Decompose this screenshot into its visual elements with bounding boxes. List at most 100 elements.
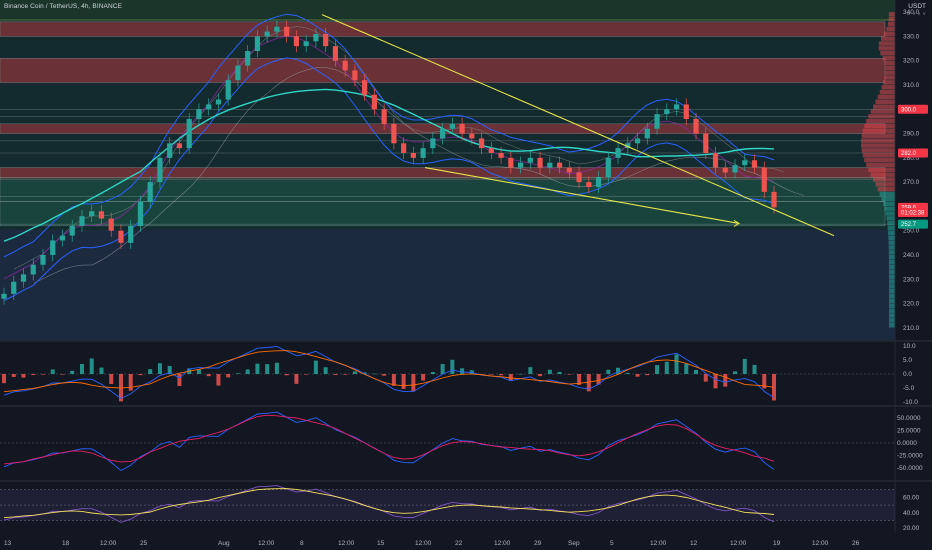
x-tick-label: 12:00 <box>258 540 275 547</box>
volume-profile-bar <box>861 143 895 148</box>
macd-histogram-bar <box>538 374 543 377</box>
macd-histogram-bar <box>655 365 660 374</box>
macd-histogram-bar <box>274 362 279 374</box>
volume-profile-bar <box>862 128 895 134</box>
volume-profile-bar <box>873 104 895 109</box>
macd-histogram-bar <box>167 366 172 374</box>
candle-body <box>50 240 56 255</box>
volume-profile-bar <box>888 230 895 236</box>
candle-body <box>186 119 192 149</box>
y-tick-label: 290.0 <box>903 131 920 138</box>
candle-body <box>206 104 212 110</box>
currency-label: USDT <box>908 3 926 10</box>
macd-tick-label: 5.0 <box>903 357 912 364</box>
macd-line <box>3 346 775 400</box>
candle-body <box>566 167 572 173</box>
macd-histogram-bar <box>245 369 250 374</box>
macd-histogram-bar <box>752 364 757 374</box>
volume-profile-bar <box>875 99 895 105</box>
macd-histogram-bar <box>391 374 396 386</box>
y-tick-label: 310.0 <box>903 82 920 89</box>
macd-histogram-bar <box>596 374 601 385</box>
demand-zone <box>0 177 886 202</box>
volume-profile-bar <box>880 36 895 41</box>
candle-body <box>352 70 358 81</box>
volume-profile-bar <box>882 55 895 61</box>
volume-profile-bar <box>861 148 895 153</box>
candle-body <box>108 218 114 231</box>
volume-profile-bar <box>888 274 895 279</box>
candle-body <box>196 109 202 119</box>
macd-histogram-bar <box>557 371 562 374</box>
candle-body <box>147 182 153 202</box>
symbol-title[interactable]: Binance Coin / TetherUS, 4h, BINANCE <box>4 3 123 10</box>
x-tick-label: 12:00 <box>415 540 432 547</box>
macd-histogram-bar <box>606 369 611 374</box>
x-tick-label: 13 <box>4 540 12 547</box>
volume-profile-bar <box>888 284 895 289</box>
price-badge-label: 252.7 <box>901 222 917 228</box>
x-tick-label: 22 <box>455 540 463 547</box>
candle-body <box>225 80 231 100</box>
x-tick-label: 12:00 <box>338 540 355 547</box>
candle-body <box>30 264 36 275</box>
macd-histogram-bar <box>586 374 591 392</box>
candle-body <box>20 274 27 282</box>
ichimoku-span <box>33 67 805 284</box>
price-badge <box>898 148 928 158</box>
candle-body <box>693 119 699 134</box>
macd-histogram-bar <box>694 369 699 374</box>
candle-body <box>11 281 17 294</box>
candle-body <box>235 65 241 81</box>
axis-settings[interactable]: ⚙ ∨ ∧ ∨ <box>906 11 926 17</box>
macd-histogram-bar <box>157 363 162 374</box>
macd-histogram-bar <box>762 374 767 389</box>
macd-histogram-bar <box>196 369 201 374</box>
candle-body <box>303 41 309 47</box>
x-tick-label: Sep <box>568 540 580 547</box>
volume-profile-bar <box>877 187 895 192</box>
x-tick-label: 5 <box>610 540 614 547</box>
price-badge-label: 01:02:38 <box>901 211 925 217</box>
volume-profile-bar <box>873 177 895 182</box>
candle-body <box>644 128 650 139</box>
volume-profile-bar <box>861 133 895 139</box>
volume-profile-bar <box>888 264 895 270</box>
trend-line <box>321 14 835 237</box>
candle-body <box>547 162 553 168</box>
candle-body <box>722 167 728 173</box>
candle-body <box>664 109 670 115</box>
macd-histogram-bar <box>382 374 387 376</box>
x-tick-label: 12 <box>690 540 698 547</box>
candle-body <box>440 128 446 139</box>
macd-histogram-bar <box>226 374 231 378</box>
candle-body <box>508 157 514 168</box>
volume-profile-bar <box>888 318 895 323</box>
volume-profile-bar <box>888 250 895 255</box>
volume-profile-bar <box>861 138 895 143</box>
osc-line-a <box>3 411 775 472</box>
macd-histogram-bar <box>508 374 513 381</box>
candle-body <box>137 201 144 226</box>
macd-histogram-bar <box>148 369 153 374</box>
volume-profile-bar <box>888 308 895 313</box>
x-tick-label: 29 <box>534 540 542 547</box>
macd-signal-line <box>3 350 775 393</box>
volume-profile-bar <box>866 119 895 124</box>
volume-profile-bar <box>887 21 895 27</box>
macd-histogram-bar <box>265 364 270 374</box>
macd-histogram-bar <box>450 359 455 374</box>
macd-histogram-bar <box>401 374 406 389</box>
candle-body <box>625 143 631 149</box>
volume-profile-bar <box>887 221 895 226</box>
volume-profile-bar <box>879 89 895 95</box>
candle-body <box>576 172 582 183</box>
volume-profile-bar <box>886 216 895 221</box>
macd-histogram-bar <box>235 373 240 374</box>
candle-body <box>654 114 660 129</box>
candle-body <box>215 99 222 105</box>
trend-line <box>424 167 740 224</box>
candle-body <box>478 138 485 149</box>
